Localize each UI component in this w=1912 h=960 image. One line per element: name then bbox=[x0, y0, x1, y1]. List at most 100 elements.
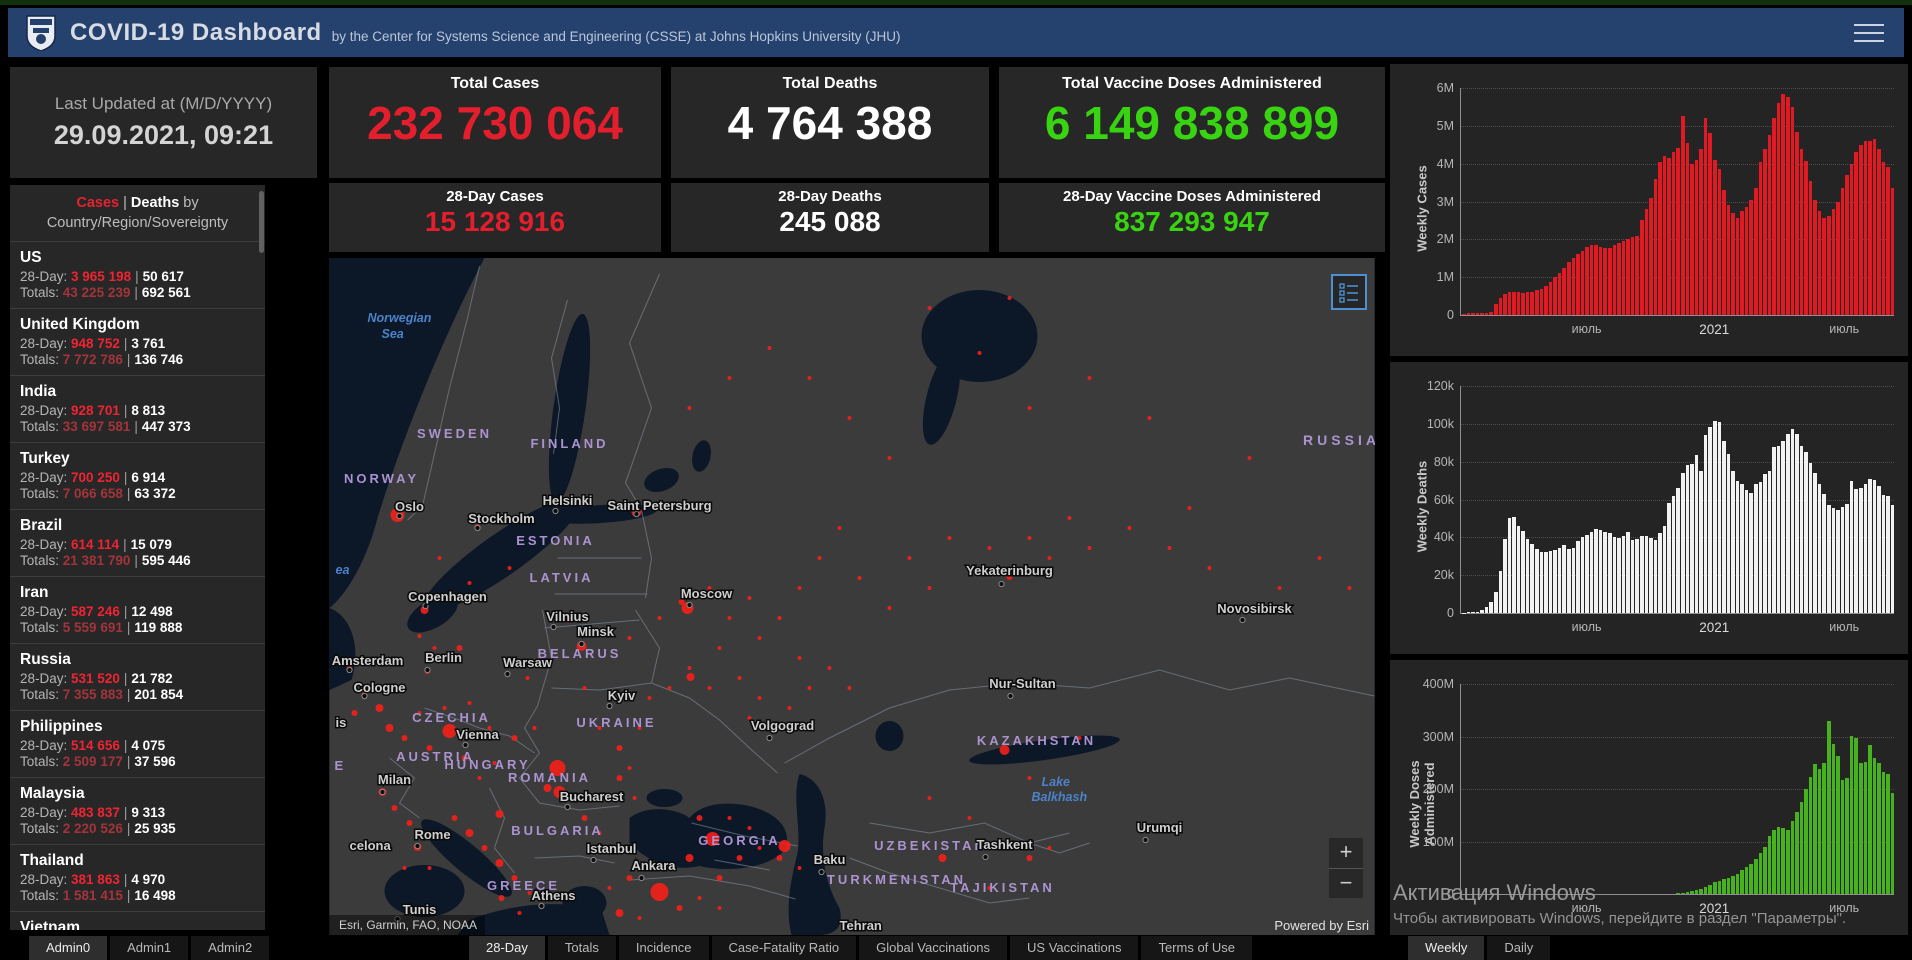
tab-admin2[interactable]: Admin2 bbox=[191, 936, 270, 960]
case-dot[interactable] bbox=[1087, 376, 1092, 380]
tab-incidence[interactable]: Incidence bbox=[618, 936, 709, 960]
case-dot[interactable] bbox=[987, 546, 992, 550]
tab-us-vaccinations[interactable]: US Vaccinations bbox=[1010, 936, 1139, 960]
case-dot[interactable] bbox=[615, 909, 624, 917]
case-dot[interactable] bbox=[1007, 296, 1012, 300]
case-dot[interactable] bbox=[716, 875, 723, 881]
case-dot[interactable] bbox=[1006, 574, 1013, 580]
tab-admin1[interactable]: Admin1 bbox=[110, 936, 189, 960]
case-dot[interactable] bbox=[597, 726, 602, 730]
case-dot[interactable] bbox=[650, 883, 669, 901]
case-dot[interactable] bbox=[495, 810, 504, 818]
case-dot[interactable] bbox=[465, 829, 474, 837]
case-dot[interactable] bbox=[737, 676, 742, 680]
case-dot[interactable] bbox=[451, 815, 458, 821]
case-dot[interactable] bbox=[657, 616, 662, 620]
case-dot[interactable] bbox=[511, 875, 518, 881]
country-row[interactable]: India 28-Day: 928 701 | 8 813 Totals: 33 697… bbox=[10, 375, 265, 442]
country-row[interactable]: Thailand 28-Day: 381 863 | 4 970 Totals: 1 5… bbox=[10, 844, 265, 911]
case-dot[interactable] bbox=[437, 836, 442, 840]
case-dot[interactable] bbox=[757, 696, 762, 700]
case-dot[interactable] bbox=[532, 726, 537, 730]
zoom-in-button[interactable]: + bbox=[1339, 839, 1353, 864]
case-dot[interactable] bbox=[747, 596, 752, 600]
case-dot[interactable] bbox=[391, 805, 398, 811]
case-dot[interactable] bbox=[707, 686, 712, 690]
case-dot[interactable] bbox=[495, 859, 504, 867]
case-dot[interactable] bbox=[461, 755, 468, 761]
case-dot[interactable] bbox=[607, 886, 612, 890]
case-dot[interactable] bbox=[757, 636, 762, 640]
case-dot[interactable] bbox=[727, 376, 732, 380]
country-row[interactable]: United Kingdom 28-Day: 948 752 | 3 761 Total… bbox=[10, 308, 265, 375]
case-dot[interactable] bbox=[736, 855, 743, 861]
case-dot[interactable] bbox=[406, 820, 413, 826]
country-row[interactable]: US 28-Day: 3 965 198 | 50 617 Totals: 43 225… bbox=[10, 241, 265, 308]
case-dot[interactable] bbox=[777, 616, 782, 620]
case-dot[interactable] bbox=[616, 745, 623, 751]
case-dot[interactable] bbox=[927, 306, 932, 310]
case-dot[interactable] bbox=[778, 840, 791, 852]
case-dot[interactable] bbox=[847, 686, 852, 690]
case-dot[interactable] bbox=[442, 706, 447, 710]
case-dot[interactable] bbox=[498, 895, 505, 901]
case-dot[interactable] bbox=[987, 886, 992, 890]
country-row[interactable]: Russia 28-Day: 531 520 | 21 782 Totals: 7 35… bbox=[10, 643, 265, 710]
case-dot[interactable] bbox=[967, 816, 972, 820]
case-dot[interactable] bbox=[797, 866, 802, 870]
hamburger-menu-icon[interactable] bbox=[1852, 20, 1886, 46]
case-dot[interactable] bbox=[1077, 736, 1082, 740]
case-dot[interactable] bbox=[1027, 536, 1032, 540]
case-dot[interactable] bbox=[999, 745, 1010, 755]
case-dot[interactable] bbox=[717, 906, 722, 910]
case-dot[interactable] bbox=[632, 796, 637, 800]
case-dot[interactable] bbox=[527, 891, 532, 895]
country-row[interactable]: Malaysia 28-Day: 483 837 | 9 313 Totals: 2 2… bbox=[10, 777, 265, 844]
country-row[interactable]: Iran 28-Day: 587 246 | 12 498 Totals: 5 559 … bbox=[10, 576, 265, 643]
case-dot[interactable] bbox=[727, 816, 732, 820]
country-list[interactable]: US 28-Day: 3 965 198 | 50 617 Totals: 43 225… bbox=[10, 241, 265, 930]
deaths-toggle[interactable]: Deaths bbox=[130, 195, 180, 211]
legend-button[interactable] bbox=[1331, 274, 1367, 310]
case-dot[interactable] bbox=[747, 716, 752, 720]
case-dot[interactable] bbox=[797, 656, 802, 660]
case-dot[interactable] bbox=[907, 556, 912, 560]
case-dot[interactable] bbox=[626, 875, 633, 881]
case-dot[interactable] bbox=[525, 676, 530, 680]
case-dot[interactable] bbox=[767, 346, 772, 350]
case-dot[interactable] bbox=[375, 704, 384, 712]
case-dot[interactable] bbox=[427, 866, 432, 870]
case-dot[interactable] bbox=[807, 376, 812, 380]
case-dot[interactable] bbox=[687, 666, 692, 670]
case-dot[interactable] bbox=[386, 685, 393, 691]
case-dot[interactable] bbox=[417, 634, 422, 638]
cases-toggle[interactable]: Cases bbox=[76, 195, 120, 211]
case-dot[interactable] bbox=[1087, 546, 1092, 550]
case-dot[interactable] bbox=[676, 905, 683, 911]
case-dot[interactable] bbox=[437, 556, 442, 560]
zoom-out-button[interactable]: − bbox=[1329, 868, 1363, 898]
case-dot[interactable] bbox=[1047, 846, 1052, 850]
tab-28-day[interactable]: 28-Day bbox=[469, 936, 545, 960]
case-dot[interactable] bbox=[351, 710, 358, 716]
case-dot[interactable] bbox=[553, 786, 566, 798]
case-dot[interactable] bbox=[1277, 586, 1282, 590]
case-dot[interactable] bbox=[1167, 546, 1172, 550]
case-dot[interactable] bbox=[787, 706, 792, 710]
tab-global-vaccinations[interactable]: Global Vaccinations bbox=[859, 936, 1008, 960]
case-dot[interactable] bbox=[927, 586, 932, 590]
case-dot[interactable] bbox=[511, 735, 518, 741]
case-dot[interactable] bbox=[678, 599, 685, 605]
case-dot[interactable] bbox=[687, 406, 692, 410]
case-dot[interactable] bbox=[837, 526, 842, 530]
case-dot[interactable] bbox=[627, 766, 632, 770]
case-dot[interactable] bbox=[686, 673, 695, 681]
case-dot[interactable] bbox=[705, 832, 720, 846]
case-dot[interactable] bbox=[1247, 456, 1252, 460]
case-dot[interactable] bbox=[426, 745, 433, 751]
case-dot[interactable] bbox=[947, 536, 952, 540]
case-dot[interactable] bbox=[487, 726, 492, 730]
case-dot[interactable] bbox=[637, 916, 642, 920]
case-dot[interactable] bbox=[707, 586, 712, 590]
powered-by-esri[interactable]: Powered by Esri bbox=[1274, 918, 1369, 933]
